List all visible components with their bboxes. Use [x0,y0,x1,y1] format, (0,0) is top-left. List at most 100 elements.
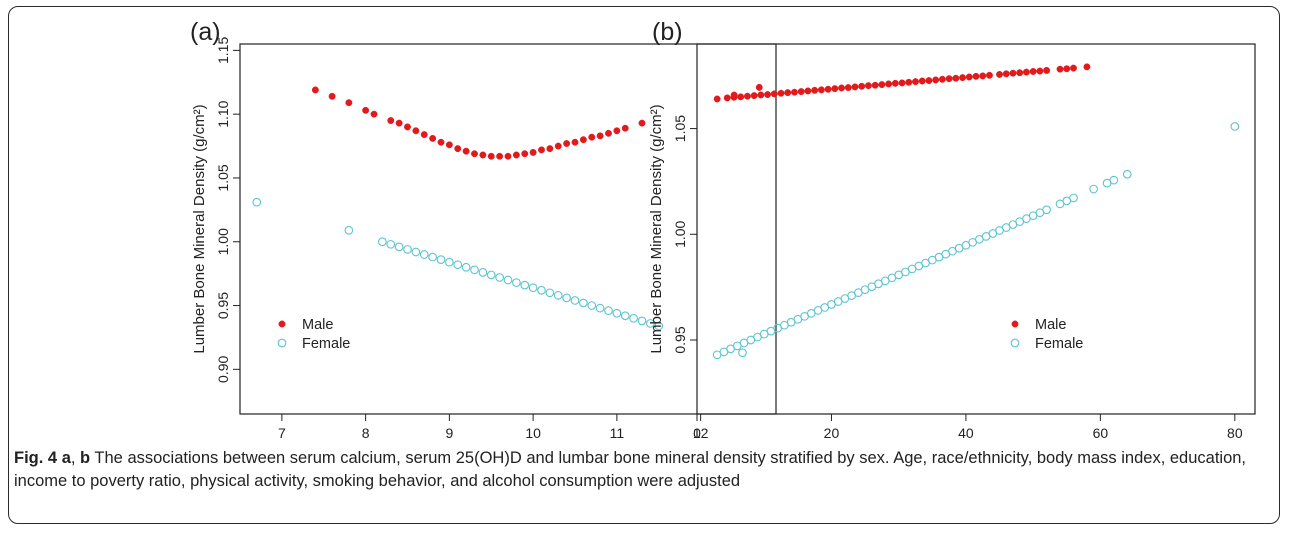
data-point-male [898,79,906,87]
data-point-female [1042,205,1051,215]
x-tick-label-a: 8 [362,425,370,441]
data-point-female [612,308,622,318]
data-point-female [386,239,396,249]
data-point-male [817,86,825,94]
data-point-male [621,124,629,132]
data-point-male [945,75,953,83]
data-point-male [471,150,478,158]
data-point-female [646,319,655,328]
legend-label-female: Female [302,336,350,352]
data-point-male [844,84,852,92]
data-point-female [562,293,571,303]
data-point-female [495,273,504,282]
figure-frame [8,6,1280,524]
data-point-female [252,197,262,207]
data-point-male [412,127,420,135]
data-point-male [1083,63,1091,71]
data-point-male [462,147,470,155]
data-point-female [378,237,387,247]
data-point-male [328,92,336,100]
data-point-male [918,77,926,85]
data-point-male [1056,65,1064,73]
data-point-male [445,141,453,149]
data-point-female [503,275,513,285]
data-point-female [654,321,664,331]
data-point-male [952,74,960,82]
data-point-male [851,83,859,91]
legend-marker-male [1011,320,1019,328]
data-point-male [504,152,512,160]
data-point-male [737,93,745,101]
y-axis-label-b: Lumber Bone Mineral Density (g/cm²) [648,104,665,353]
y-tick-label-a: 1.15 [215,37,231,64]
data-point-male [831,85,839,93]
data-point-female [738,348,747,358]
data-point-female [528,283,538,293]
data-point-female [419,250,429,259]
data-point-male [1016,69,1024,77]
caption-panel-b: b [80,449,91,467]
x-tick-label-a: 7 [278,425,286,441]
data-point-male [1070,64,1077,72]
data-point-male [784,89,792,97]
data-point-male [1036,67,1044,75]
data-point-female [461,262,471,272]
x-tick-label-a: 10 [525,425,541,441]
data-point-female [411,247,421,257]
data-point-male [858,82,866,90]
data-point-female [1122,169,1132,179]
data-point-male [972,72,980,80]
x-tick-label-b: 80 [1227,425,1243,441]
data-point-male [404,123,411,131]
data-point-male [797,88,805,96]
panel-label-b: (b) [652,18,683,46]
y-tick-label-b: 0.95 [672,326,688,353]
data-point-male [538,146,545,154]
data-point-female [570,296,580,305]
data-point-male [429,134,437,142]
data-point-male [437,138,445,146]
data-point-male [791,88,798,96]
data-point-female [470,265,479,275]
panel-label-a: (a) [190,18,221,46]
data-point-female [579,298,588,308]
data-point-male [487,152,495,160]
data-point-female [445,257,454,267]
data-point-male [996,70,1003,78]
data-point-female [629,313,638,323]
data-point-male [965,73,973,81]
x-tick-label-a: 9 [445,425,453,441]
data-point-male [1022,68,1030,76]
data-point-male [596,132,604,140]
data-point-male [454,145,462,153]
data-point-male [770,90,778,98]
data-point-male [925,77,933,85]
legend-marker-male [278,320,286,328]
y-tick-label-a: 1.10 [215,100,231,127]
panel-b: (b)020406080Serum 25(OH)D (ng/mL)0.951.0… [648,18,1256,441]
data-point-male [370,110,378,118]
figure-plots: (a)789101112Serum calcium (mg/dL)0.900.9… [190,18,1256,441]
data-point-female [394,242,404,252]
plot-area-a [239,43,777,415]
data-point-female [478,268,488,277]
data-point-male [1029,68,1037,75]
data-point-male [985,71,993,79]
data-point-male [713,95,721,103]
data-point-male [529,148,537,156]
data-point-female [428,252,437,262]
data-point-female [344,225,354,235]
caption-fig-label: Fig. 4 [14,449,58,467]
data-point-male [723,94,731,102]
data-point-male [638,119,646,127]
data-point-female [587,301,597,310]
data-point-male [1009,69,1017,77]
data-point-male [362,106,370,114]
data-point-male [864,82,872,90]
data-point-male [750,92,758,100]
data-point-male [905,78,913,86]
data-point-male [1063,65,1071,73]
data-point-male [613,127,621,135]
data-point-female [453,260,463,270]
data-point-male [345,99,353,107]
